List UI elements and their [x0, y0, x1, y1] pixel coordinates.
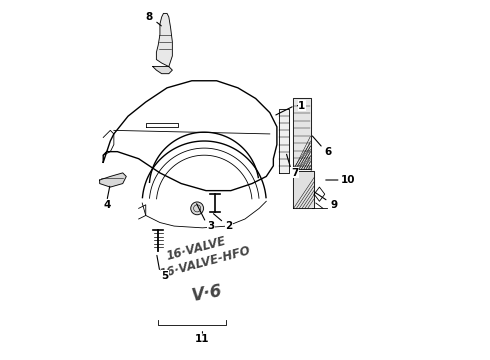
- Polygon shape: [153, 67, 172, 74]
- Text: 1: 1: [298, 100, 305, 111]
- Text: 3: 3: [208, 221, 215, 231]
- Text: 16·VALVE-HFO: 16·VALVE-HFO: [158, 244, 252, 280]
- Text: 8: 8: [146, 12, 153, 22]
- Text: 4: 4: [103, 200, 110, 210]
- Text: V·6: V·6: [190, 282, 223, 305]
- Text: 7: 7: [291, 168, 298, 178]
- Text: 5: 5: [162, 271, 169, 281]
- Text: 10: 10: [341, 175, 355, 185]
- Text: 2: 2: [225, 221, 233, 231]
- Circle shape: [191, 202, 203, 215]
- Text: 11: 11: [195, 334, 210, 345]
- Polygon shape: [156, 13, 172, 67]
- Polygon shape: [293, 99, 311, 169]
- Text: 9: 9: [330, 200, 337, 210]
- Polygon shape: [99, 173, 126, 187]
- Polygon shape: [293, 171, 314, 208]
- Text: 6: 6: [325, 147, 332, 157]
- Polygon shape: [279, 109, 289, 173]
- Text: 16·VALVE: 16·VALVE: [165, 234, 228, 263]
